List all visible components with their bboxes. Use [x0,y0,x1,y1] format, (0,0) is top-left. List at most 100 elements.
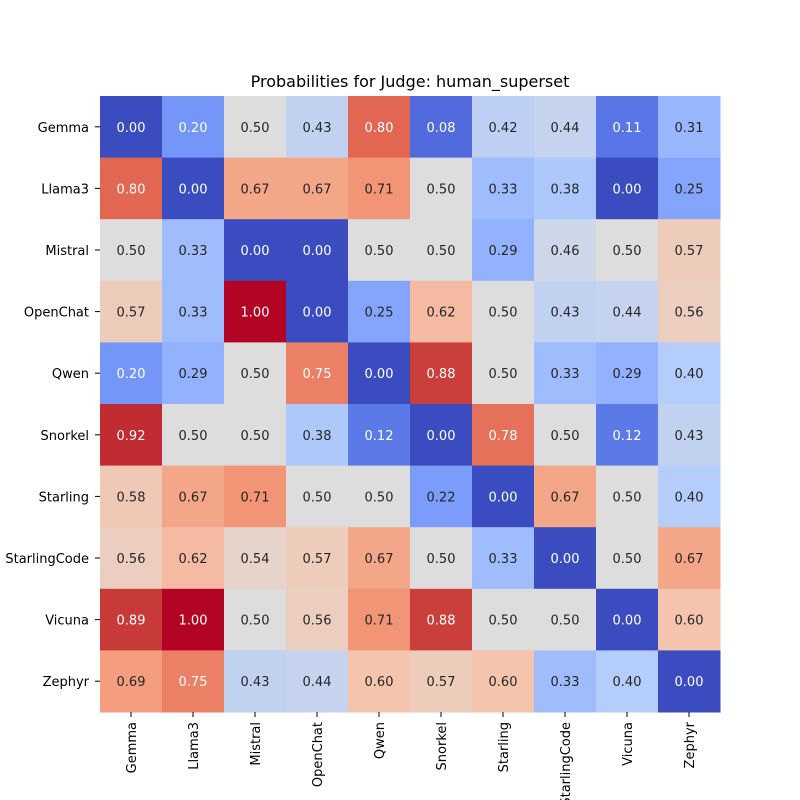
heatmap-cell-Vicuna-Gemma [100,588,163,651]
heatmap-cell-label-Vicuna-Mistral: 0.50 [241,614,270,629]
heatmap-cell-label-Mistral-Starling: 0.29 [489,244,518,259]
heatmap-cell-StarlingCode-Gemma [100,527,163,590]
heatmap-cell-Mistral-Snorkel [410,219,473,282]
heatmap-cell-StarlingCode-Zephyr [658,527,721,590]
heatmap-cell-Qwen-StarlingCode [534,342,597,405]
heatmap-cell-label-Starling-Vicuna: 0.50 [613,490,642,505]
heatmap-cell-label-Starling-Qwen: 0.50 [365,490,394,505]
heatmap-cell-label-Mistral-Zephyr: 0.57 [675,244,704,259]
heatmap-cell-Llama3-Llama3 [162,157,225,220]
heatmap-cell-Starling-Qwen [348,465,411,528]
heatmap-cell-Mistral-Vicuna [596,219,659,282]
heatmap-cell-label-Starling-Llama3: 0.67 [179,490,208,505]
heatmap-cell-label-Llama3-StarlingCode: 0.38 [551,182,580,197]
heatmap-cell-label-Starling-StarlingCode: 0.67 [551,490,580,505]
heatmap-cell-Snorkel-Starling [472,404,535,467]
heatmap-cell-label-Mistral-OpenChat: 0.00 [303,244,332,259]
heatmap-cell-label-Mistral-Mistral: 0.00 [241,244,270,259]
heatmap-cell-Llama3-OpenChat [286,157,349,220]
heatmap-cell-label-StarlingCode-Snorkel: 0.50 [427,552,456,567]
heatmap-cell-Zephyr-OpenChat [286,650,349,713]
y-tick-label-Snorkel: Snorkel [41,429,89,444]
heatmap-cell-label-Vicuna-StarlingCode: 0.50 [551,614,580,629]
heatmap-cell-Gemma-Qwen [348,96,411,159]
heatmap-cell-Gemma-Mistral [224,96,287,159]
heatmap-cell-label-StarlingCode-Llama3: 0.62 [179,552,208,567]
y-tick-label-Mistral: Mistral [45,244,89,259]
heatmap-cell-label-Gemma-Mistral: 0.50 [241,121,270,136]
heatmap-cell-label-Llama3-Llama3: 0.00 [179,182,208,197]
heatmap-cell-label-Mistral-Snorkel: 0.50 [427,244,456,259]
heatmap-cell-label-OpenChat-Starling: 0.50 [489,306,518,321]
heatmap-cell-Llama3-Snorkel [410,157,473,220]
heatmap-cell-label-Vicuna-Vicuna: 0.00 [613,614,642,629]
y-tick-label-Qwen: Qwen [52,367,89,382]
heatmap-cell-Starling-OpenChat [286,465,349,528]
heatmap-cell-Mistral-Starling [472,219,535,282]
heatmap-cell-label-Snorkel-Gemma: 0.92 [117,429,146,444]
heatmap-cell-label-Starling-Starling: 0.00 [489,490,518,505]
heatmap-cell-label-Gemma-Gemma: 0.00 [117,121,146,136]
heatmap-cell-label-Snorkel-Snorkel: 0.00 [427,429,456,444]
y-tick-label-Zephyr: Zephyr [43,675,90,690]
heatmap-cell-Starling-Zephyr [658,465,721,528]
heatmap-cell-label-Vicuna-Zephyr: 0.60 [675,614,704,629]
heatmap-cell-label-Llama3-Qwen: 0.71 [365,182,394,197]
heatmap-cell-label-Starling-Zephyr: 0.40 [675,490,704,505]
heatmap-cell-label-Starling-Gemma: 0.58 [117,490,146,505]
heatmap-cell-Gemma-Gemma [100,96,163,159]
y-tick-label-OpenChat: OpenChat [24,306,89,321]
chart-title: Probabilities for Judge: human_superset [251,72,570,92]
heatmap-cell-label-OpenChat-StarlingCode: 0.43 [551,306,580,321]
heatmap-cell-label-StarlingCode-Gemma: 0.56 [117,552,146,567]
heatmap-cell-Mistral-Zephyr [658,219,721,282]
heatmap-cell-Gemma-Starling [472,96,535,159]
heatmap-cell-label-Qwen-Snorkel: 0.88 [427,367,456,382]
heatmap-cell-label-StarlingCode-OpenChat: 0.57 [303,552,332,567]
heatmap-cell-Zephyr-Starling [472,650,535,713]
heatmap-cell-Starling-StarlingCode [534,465,597,528]
heatmap-cell-Snorkel-Snorkel [410,404,473,467]
heatmap-cell-label-Llama3-Vicuna: 0.00 [613,182,642,197]
heatmap-cell-Snorkel-Mistral [224,404,287,467]
heatmap-cell-Llama3-Qwen [348,157,411,220]
x-tick-label-Zephyr: Zephyr [683,721,698,768]
heatmap-cell-Snorkel-Qwen [348,404,411,467]
heatmap-cell-label-Zephyr-Zephyr: 0.00 [675,675,704,690]
heatmap-cell-label-Qwen-Qwen: 0.00 [365,367,394,382]
heatmap-cell-Qwen-Qwen [348,342,411,405]
heatmap-cell-label-Starling-OpenChat: 0.50 [303,490,332,505]
axes-lines [95,126,690,717]
heatmap-cell-label-Qwen-Mistral: 0.50 [241,367,270,382]
heatmap-cell-OpenChat-Starling [472,280,535,343]
heatmap-cell-Vicuna-Starling [472,588,535,651]
y-tick-label-StarlingCode: StarlingCode [5,552,89,567]
heatmap-cell-label-StarlingCode-Starling: 0.33 [489,552,518,567]
heatmap-cell-label-StarlingCode-Qwen: 0.67 [365,552,394,567]
heatmap-cell-StarlingCode-StarlingCode [534,527,597,590]
x-tick-label-Qwen: Qwen [373,722,388,759]
heatmap-cell-label-Zephyr-OpenChat: 0.44 [303,675,332,690]
heatmap-cell-OpenChat-Gemma [100,280,163,343]
heatmap-cell-label-Zephyr-Llama3: 0.75 [179,675,208,690]
heatmap-cell-label-Starling-Mistral: 0.71 [241,490,270,505]
heatmap-cell-label-Zephyr-Mistral: 0.43 [241,675,270,690]
heatmap-cell-label-Zephyr-Snorkel: 0.57 [427,675,456,690]
heatmap-cell-label-OpenChat-Vicuna: 0.44 [613,306,642,321]
heatmap-cell-Starling-Llama3 [162,465,225,528]
heatmap-cell-Vicuna-Qwen [348,588,411,651]
heatmap-cell-label-Vicuna-Qwen: 0.71 [365,614,394,629]
heatmap-cell-StarlingCode-Snorkel [410,527,473,590]
heatmap-cell-Vicuna-Vicuna [596,588,659,651]
heatmap-cell-Gemma-Llama3 [162,96,225,159]
heatmap-cell-Mistral-Llama3 [162,219,225,282]
heatmap-cell-Llama3-Starling [472,157,535,220]
heatmap-cell-Vicuna-Mistral [224,588,287,651]
heatmap-cell-Mistral-StarlingCode [534,219,597,282]
heatmap-cell-label-Llama3-Zephyr: 0.25 [675,182,704,197]
heatmap-cell-label-Snorkel-Vicuna: 0.12 [613,429,642,444]
heatmap-cell-label-Zephyr-StarlingCode: 0.33 [551,675,580,690]
heatmap-cell-Gemma-Vicuna [596,96,659,159]
heatmap-cell-label-OpenChat-Mistral: 1.00 [241,306,270,321]
